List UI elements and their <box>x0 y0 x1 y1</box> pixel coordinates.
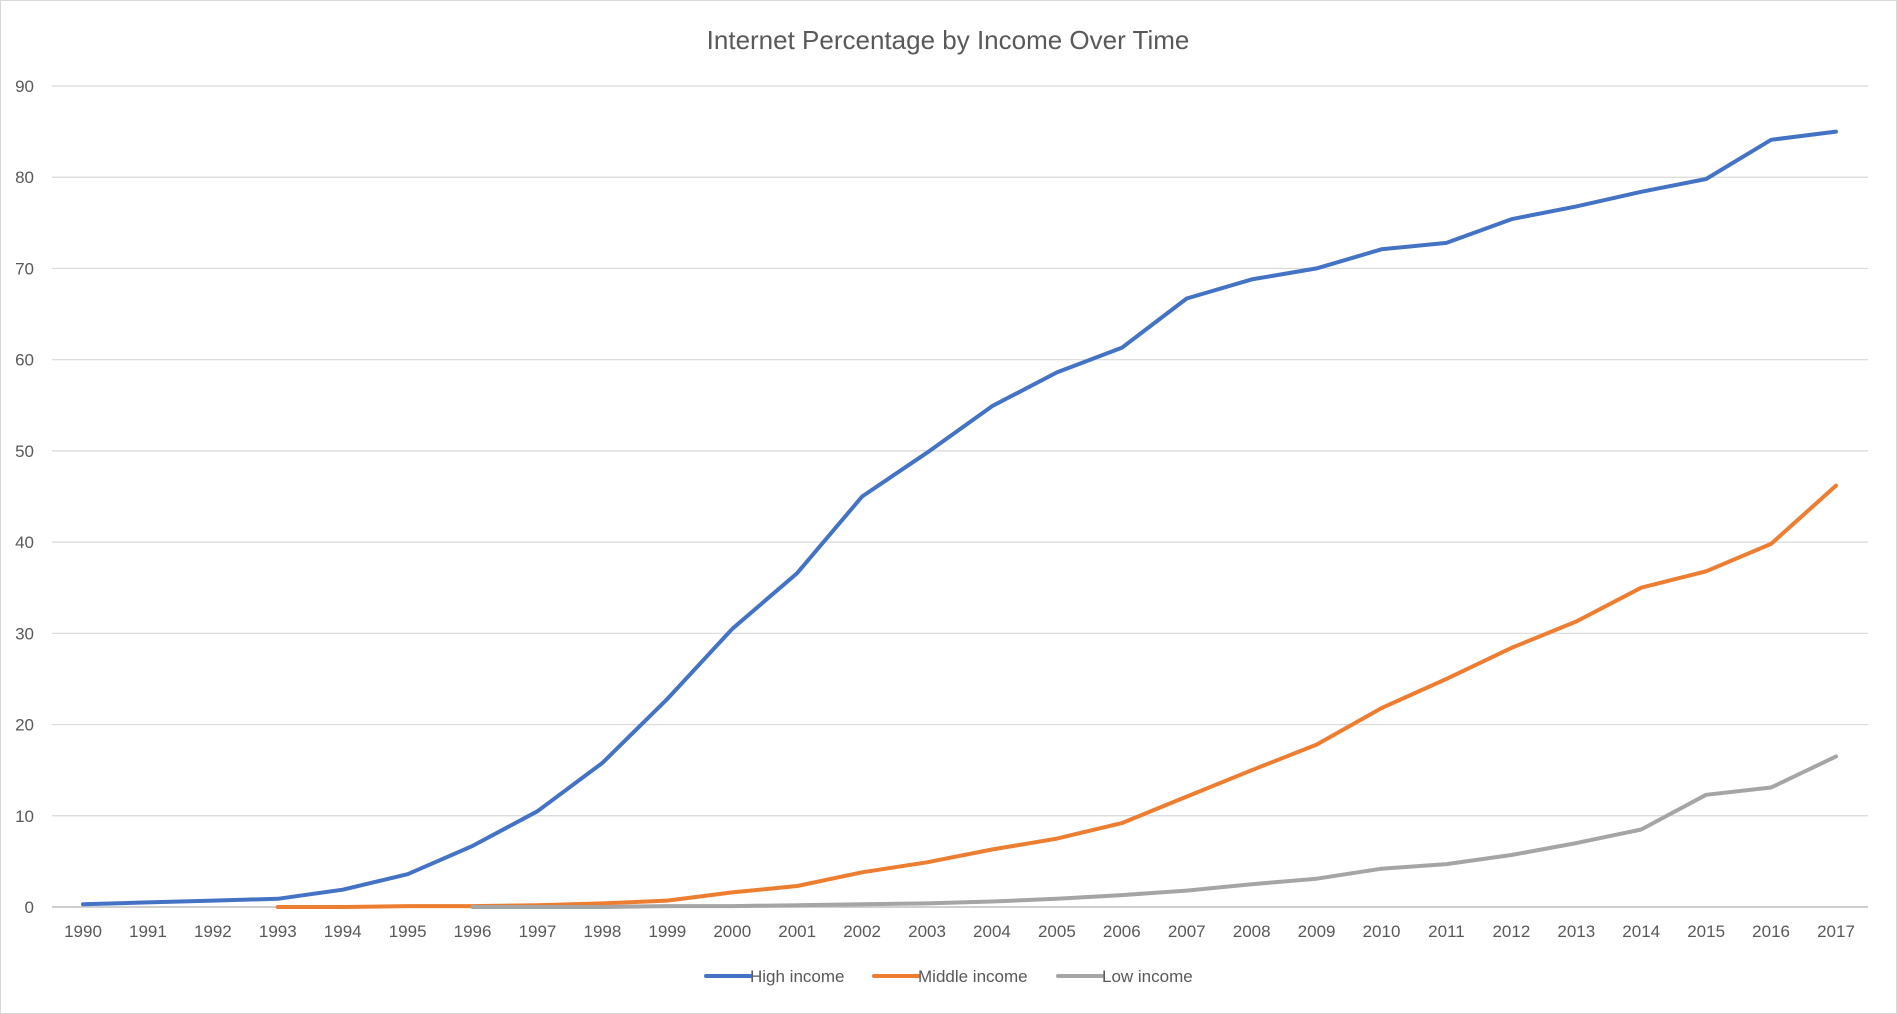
y-tick-label: 0 <box>25 898 34 917</box>
x-tick-label: 1992 <box>194 922 232 941</box>
legend-label: Middle income <box>918 967 1028 986</box>
x-tick-label: 1993 <box>259 922 297 941</box>
y-tick-label: 10 <box>15 807 34 826</box>
x-tick-label: 2011 <box>1428 922 1465 941</box>
x-tick-label: 2012 <box>1492 922 1530 941</box>
y-tick-label: 90 <box>15 77 34 96</box>
y-tick-label: 70 <box>15 259 34 278</box>
x-tick-label: 2002 <box>843 922 881 941</box>
x-tick-label: 2017 <box>1817 922 1855 941</box>
x-tick-label: 1999 <box>648 922 686 941</box>
x-tick-label: 1990 <box>64 922 102 941</box>
legend: High income Middle income Low income <box>704 967 1193 986</box>
x-tick-label: 1994 <box>324 922 362 941</box>
y-tick-label: 30 <box>15 624 34 643</box>
x-tick-label: 2001 <box>778 922 816 941</box>
x-tick-label: 2004 <box>973 922 1011 941</box>
y-tick-label: 80 <box>15 168 34 187</box>
x-tick-label: 2005 <box>1038 922 1076 941</box>
x-tick-label: 1991 <box>129 922 167 941</box>
y-tick-label: 20 <box>15 716 34 735</box>
x-tick-label: 2016 <box>1752 922 1790 941</box>
legend-item-low-income: Low income <box>1056 967 1193 986</box>
series-line-high-income <box>81 129 1838 907</box>
x-tick-label: 1995 <box>389 922 427 941</box>
x-tick-label: 2006 <box>1103 922 1141 941</box>
series-line-low-income <box>470 754 1838 909</box>
x-tick-label: 2013 <box>1557 922 1595 941</box>
legend-item-high-income: High income <box>704 967 845 986</box>
y-tick-label: 50 <box>15 442 34 461</box>
x-tick-label: 2008 <box>1233 922 1271 941</box>
series-line-middle-income <box>275 483 1838 909</box>
x-tick-label: 1996 <box>454 922 492 941</box>
x-tick-label: 2009 <box>1298 922 1336 941</box>
x-tick-label: 2003 <box>908 922 946 941</box>
x-tick-label: 2010 <box>1363 922 1401 941</box>
x-tick-label: 2000 <box>713 922 751 941</box>
x-tick-label: 1998 <box>583 922 621 941</box>
chart-title: Internet Percentage by Income Over Time <box>707 25 1190 55</box>
legend-label: High income <box>750 967 845 986</box>
x-tick-label: 2014 <box>1622 922 1660 941</box>
y-axis-ticks: 0 10 20 30 40 50 60 70 80 90 <box>15 77 34 917</box>
gridlines <box>52 85 1868 908</box>
legend-label: Low income <box>1102 967 1193 986</box>
legend-item-middle-income: Middle income <box>872 967 1028 986</box>
x-tick-label: 2015 <box>1687 922 1725 941</box>
x-tick-label: 2007 <box>1168 922 1206 941</box>
series-lines <box>81 129 1838 909</box>
x-axis-ticks: 1990 1991 1992 1993 1994 1995 1996 1997 1998 1999… <box>64 922 1855 941</box>
y-tick-label: 60 <box>15 351 34 370</box>
y-tick-label: 40 <box>15 533 34 552</box>
x-tick-label: 1997 <box>519 922 557 941</box>
